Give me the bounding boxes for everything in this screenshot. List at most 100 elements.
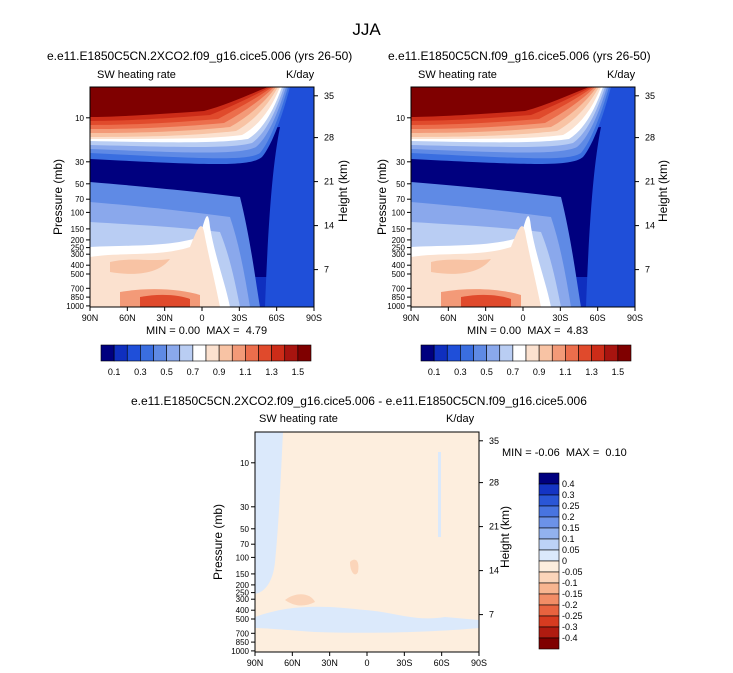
y-tick-label: 30	[240, 503, 249, 512]
colorbar-main-1: 0.1 0.3 0.5 0.7 0.9 1.1 1.3 1.5	[100, 344, 312, 377]
panel3-max-label: MAX =	[565, 447, 600, 459]
colorbar-label: 1.5	[612, 367, 625, 377]
colorbar-swatch	[245, 344, 259, 362]
x-tick-label: 0	[520, 313, 525, 323]
colorbar-swatch	[271, 344, 286, 362]
colorbar-swatch	[538, 604, 560, 617]
x-tick-label: 60S	[269, 313, 285, 323]
colorbar-swatch	[538, 472, 560, 485]
panel2-max-value: 4.83	[566, 325, 589, 337]
panel1-min-label: MIN =	[146, 325, 176, 337]
colorbar-label: 0	[562, 556, 567, 566]
axis-ticks-layer: 90N 60N 30N 0 30S 60S 90S103050701001502002503…	[66, 91, 655, 668]
colorbar-swatch	[179, 344, 194, 362]
y-tick-label: 70	[240, 540, 249, 549]
y-tick-label: 10	[240, 459, 249, 468]
panel3-min-value: -0.06	[534, 447, 560, 459]
colorbar-swatch	[538, 637, 560, 650]
y2-tick-label: 28	[324, 133, 334, 143]
y2-tick-label: 7	[645, 265, 650, 275]
y-tick-label: 10	[396, 114, 405, 123]
x-tick-label: 30S	[396, 658, 412, 668]
x-tick-label: 30N	[321, 658, 338, 668]
colorbar-swatch	[512, 344, 527, 362]
y2-tick-label: 21	[645, 177, 655, 187]
colorbar-swatch	[538, 593, 560, 606]
panel2-minmax: MIN = 0.00 MAX = 4.83	[467, 325, 588, 337]
y-tick-label: 150	[236, 570, 250, 579]
x-tick-label: 30S	[231, 313, 247, 323]
colorbar-label: 0.5	[480, 367, 493, 377]
colorbar-swatch	[578, 344, 592, 362]
colorbar-label: 0.9	[533, 367, 546, 377]
colorbar-label: 0.9	[213, 367, 226, 377]
colorbar-swatch	[473, 344, 487, 362]
colorbar-swatch	[192, 344, 207, 362]
panel1-title: e.e11.E1850C5CN.2XCO2.f09_g16.cice5.006 …	[47, 49, 353, 63]
y-tick-label: 150	[71, 225, 85, 234]
colorbar-label: -0.3	[562, 622, 578, 632]
y2-tick-label: 21	[324, 177, 334, 187]
colorbar-swatch	[538, 560, 560, 573]
panel3-units: K/day	[446, 413, 475, 425]
y-tick-label: 50	[396, 180, 405, 189]
y-tick-label: 250	[71, 244, 85, 253]
y2-tick-label: 35	[324, 91, 334, 101]
y2-tick-label: 14	[645, 221, 655, 231]
colorbar-label: 0.7	[187, 367, 200, 377]
colorbar-label: -0.25	[562, 611, 583, 621]
colorbar-swatch	[617, 344, 632, 362]
panel2-title: e.e11.E1850C5CN.f09_g16.cice5.006 (yrs 2…	[388, 49, 651, 63]
y-tick-label: 400	[392, 261, 406, 270]
colorbar-label: -0.1	[562, 578, 578, 588]
panel2-heatmap	[411, 87, 635, 307]
y-tick-label: 1000	[231, 647, 249, 656]
colorbar-main-2: 0.1 0.3 0.5 0.7 0.9 1.1 1.3 1.5	[420, 344, 632, 377]
colorbar-swatch	[538, 571, 560, 584]
colorbar-swatch	[153, 344, 167, 362]
colorbar-swatch	[604, 344, 619, 362]
y2-tick-label: 21	[489, 522, 499, 532]
y-tick-label: 300	[236, 595, 250, 604]
y-tick-label: 700	[236, 629, 250, 638]
colorbar-label: 0.3	[134, 367, 147, 377]
x-tick-label: 90S	[627, 313, 643, 323]
colorbar-label: -0.05	[562, 567, 583, 577]
colorbar-swatch	[460, 344, 474, 362]
colorbar-swatch	[218, 344, 233, 362]
colorbar-label: 0.1	[108, 367, 121, 377]
colorbar-swatch	[551, 344, 566, 362]
colorbar-swatch	[297, 344, 312, 362]
colorbar-label: -0.4	[562, 633, 578, 643]
colorbar-label: -0.15	[562, 589, 583, 599]
y-tick-label: 100	[392, 208, 406, 217]
page-title: JJA	[352, 20, 381, 39]
colorbar-label: 0.2	[562, 512, 575, 522]
y-tick-label: 400	[236, 606, 250, 615]
colorbar-label: 0.4	[562, 479, 575, 489]
y2-tick-label: 14	[324, 221, 334, 231]
colorbar-swatch	[525, 344, 540, 362]
colorbar-swatch	[499, 344, 514, 362]
panel2-left-label: SW heating rate	[418, 69, 497, 81]
y-tick-label: 700	[71, 284, 85, 293]
x-tick-label: 90S	[306, 313, 322, 323]
x-tick-label: 30N	[477, 313, 494, 323]
x-tick-label: 90N	[403, 313, 420, 323]
colorbar-swatch	[538, 516, 560, 529]
y-tick-label: 100	[236, 553, 250, 562]
colorbar-label: 1.5	[292, 367, 305, 377]
x-tick-label: 60N	[440, 313, 457, 323]
x-tick-label: 90N	[82, 313, 99, 323]
panel2-min-label: MIN =	[467, 325, 497, 337]
colorbar-swatch	[538, 549, 560, 562]
y-tick-label: 500	[236, 615, 250, 624]
x-tick-label: 60N	[119, 313, 136, 323]
panel2-max-label: MAX =	[527, 325, 561, 337]
y-tick-label: 50	[240, 525, 249, 534]
y-tick-label: 250	[392, 244, 406, 253]
colorbar-label: 1.3	[585, 367, 598, 377]
colorbar-swatch	[166, 344, 181, 362]
y-tick-label: 200	[236, 581, 250, 590]
colorbar-label: -0.2	[562, 600, 578, 610]
